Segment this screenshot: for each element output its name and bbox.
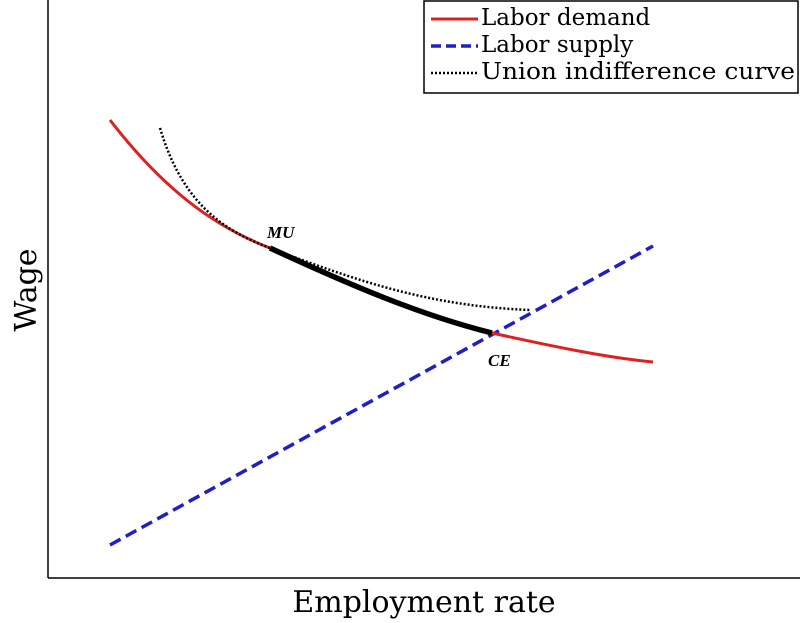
x-axis-label: Employment rate: [292, 585, 555, 620]
legend-label: Union indifference curve: [481, 59, 795, 85]
legend-label: Labor demand: [481, 5, 651, 31]
point-label: CE: [488, 351, 511, 370]
y-axis-label: Wage: [9, 248, 44, 331]
labor-demand-curve: [491, 331, 654, 364]
legend: Labor demand Labor supply Union indiffer…: [423, 0, 799, 94]
point-label: MU: [266, 223, 295, 242]
legend-box: [423, 0, 799, 94]
labor-supply-curve: [109, 244, 654, 547]
contract-segment: [268, 245, 493, 336]
legend-label: Labor supply: [481, 32, 633, 58]
labor-demand-curve: [108, 119, 271, 250]
